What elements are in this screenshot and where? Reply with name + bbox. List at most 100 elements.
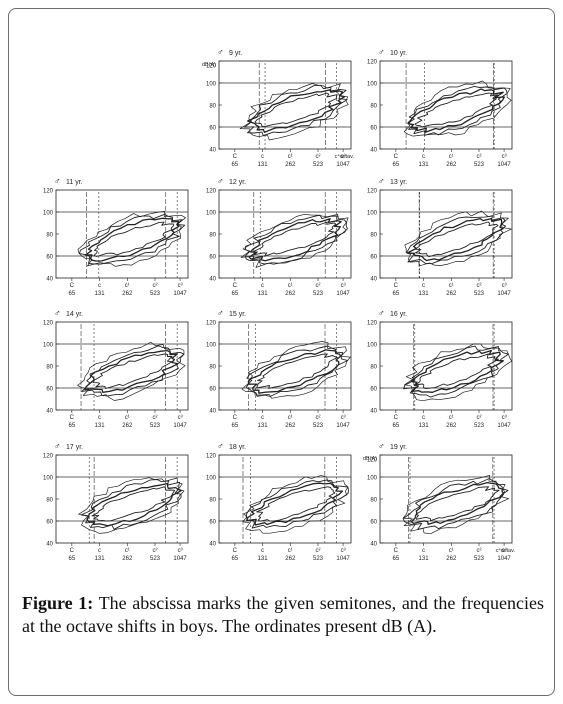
caption-text: The abscissa marks the given semitones, … <box>22 593 545 636</box>
x-freq-label: 131 <box>419 423 430 429</box>
x-note-label: C <box>233 548 238 554</box>
x-note-label: c² <box>153 548 158 554</box>
x-note-label: C <box>394 283 399 289</box>
voice-range-contour <box>402 474 510 535</box>
voice-range-contour <box>78 213 186 265</box>
x-note-label: c² <box>477 415 482 421</box>
y-tick-label: 80 <box>370 365 377 371</box>
voice-range-contour <box>256 353 338 389</box>
x-note-label: c¹ <box>449 283 454 289</box>
y-tick-label: 100 <box>43 211 54 217</box>
x-freq-label: 1047 <box>497 556 511 562</box>
x-freq-label: 65 <box>392 556 399 562</box>
y-tick-label: 100 <box>206 476 217 482</box>
x-note-label: c³ <box>341 548 346 554</box>
y-tick-label: 80 <box>209 498 216 504</box>
male-symbol: ♂ <box>54 441 61 451</box>
x-note-label: c³ <box>178 415 183 421</box>
y-tick-label: 60 <box>209 255 216 261</box>
x-note-label: c¹ <box>449 548 454 554</box>
y-tick-label: 40 <box>46 542 53 548</box>
db-axis-label: dB(A) <box>202 62 216 68</box>
x-note-label: C <box>233 415 238 421</box>
x-freq-label: 131 <box>258 556 269 562</box>
octave-label: c⁴octav. <box>335 153 355 160</box>
x-note-label: c² <box>316 415 321 421</box>
x-note-label: c² <box>316 548 321 554</box>
phonetogram-panel: ♂ 15 yr. 120 100 80 60 40 C 65 c 131 c¹ 262 c² 523 c³ 10… <box>206 308 352 429</box>
x-freq-label: 523 <box>150 556 161 562</box>
voice-range-contour <box>415 486 500 522</box>
x-freq-label: 262 <box>446 291 457 297</box>
x-freq-label: 523 <box>150 423 161 429</box>
male-symbol: ♂ <box>217 176 224 186</box>
x-freq-label: 65 <box>68 291 75 297</box>
y-tick-label: 100 <box>206 343 217 349</box>
y-tick-label: 100 <box>43 476 54 482</box>
y-tick-label: 120 <box>206 454 217 460</box>
caption-label: Figure 1: <box>22 593 94 613</box>
y-tick-label: 120 <box>206 64 217 70</box>
y-tick-label: 40 <box>46 277 53 283</box>
voice-range-contour <box>242 475 349 534</box>
x-note-label: c³ <box>502 154 507 160</box>
x-freq-label: 523 <box>474 291 485 297</box>
voice-range-contour <box>247 349 342 394</box>
voice-range-contour <box>253 221 337 257</box>
male-symbol: ♂ <box>217 47 224 57</box>
y-tick-label: 120 <box>43 321 54 327</box>
x-note-label: c³ <box>178 283 183 289</box>
y-tick-label: 60 <box>370 387 377 393</box>
panel-age-label: 19 yr. <box>390 444 407 451</box>
y-tick-label: 60 <box>46 255 53 261</box>
x-freq-label: 131 <box>95 556 106 562</box>
x-freq-label: 523 <box>313 291 324 297</box>
x-freq-label: 131 <box>95 423 106 429</box>
x-freq-label: 523 <box>150 291 161 297</box>
x-note-label: c <box>98 548 101 554</box>
voice-range-contour <box>245 345 349 397</box>
y-tick-label: 60 <box>46 387 53 393</box>
phonetogram-panel: ♂ 13 yr. 120 100 80 60 40 C 65 c 131 c¹ 262 c² 523 c³ 10… <box>367 176 513 297</box>
x-note-label: C <box>70 548 75 554</box>
panel-age-label: 15 yr. <box>229 311 246 318</box>
x-note-label: c¹ <box>125 415 130 421</box>
phonetogram-panel: ♂ 19 yr. dB(A)120 100 80 60 40 C 65 c 131 c¹ 262 c² 52… <box>363 441 516 562</box>
y-tick-label: 40 <box>46 409 53 415</box>
octave-label: c⁴octav. <box>496 547 516 554</box>
x-freq-label: 1047 <box>497 291 511 297</box>
x-freq-label: 262 <box>446 162 457 168</box>
y-tick-label: 120 <box>43 189 54 195</box>
y-tick-label: 120 <box>367 458 378 464</box>
x-freq-label: 131 <box>258 423 269 429</box>
x-note-label: c³ <box>341 154 346 160</box>
y-tick-label: 60 <box>370 126 377 132</box>
y-tick-label: 40 <box>370 542 377 548</box>
x-freq-label: 1047 <box>336 423 350 429</box>
x-freq-label: 131 <box>419 556 430 562</box>
x-note-label: c³ <box>502 415 507 421</box>
panel-age-label: 18 yr. <box>229 444 246 451</box>
panel-age-label: 13 yr. <box>390 179 407 186</box>
y-tick-label: 40 <box>370 409 377 415</box>
x-note-label: c¹ <box>288 548 293 554</box>
y-tick-label: 80 <box>370 104 377 110</box>
phonetogram-panel: ♂ 10 yr. 120 100 80 60 40 C 65 c 131 c¹ 262 c² 523 c³ 10… <box>367 47 513 168</box>
voice-range-contour <box>244 214 348 265</box>
x-note-label: c <box>261 415 264 421</box>
x-freq-label: 65 <box>231 162 238 168</box>
voice-range-contour <box>86 482 182 527</box>
y-tick-label: 100 <box>206 82 217 88</box>
y-tick-label: 100 <box>367 343 378 349</box>
panel-age-label: 17 yr. <box>66 444 83 451</box>
panel-frame <box>218 189 352 279</box>
panel-age-label: 9 yr. <box>229 50 242 57</box>
phonetogram-panel: ♂ 11 yr. 120 100 80 60 40 C 65 c 131 c¹ 262 c² 523 c³ 10… <box>43 176 189 297</box>
voice-range-contour <box>240 213 349 268</box>
voice-range-contour <box>93 221 175 257</box>
x-freq-label: 131 <box>258 291 269 297</box>
y-tick-label: 40 <box>370 148 377 154</box>
x-note-label: c³ <box>502 548 507 554</box>
phonetogram-panel: ♂ 9 yr. dB(A)120 100 80 60 40 C 65 c 131 c¹ 262 c² 523… <box>202 47 355 168</box>
panel-frame <box>218 454 352 544</box>
